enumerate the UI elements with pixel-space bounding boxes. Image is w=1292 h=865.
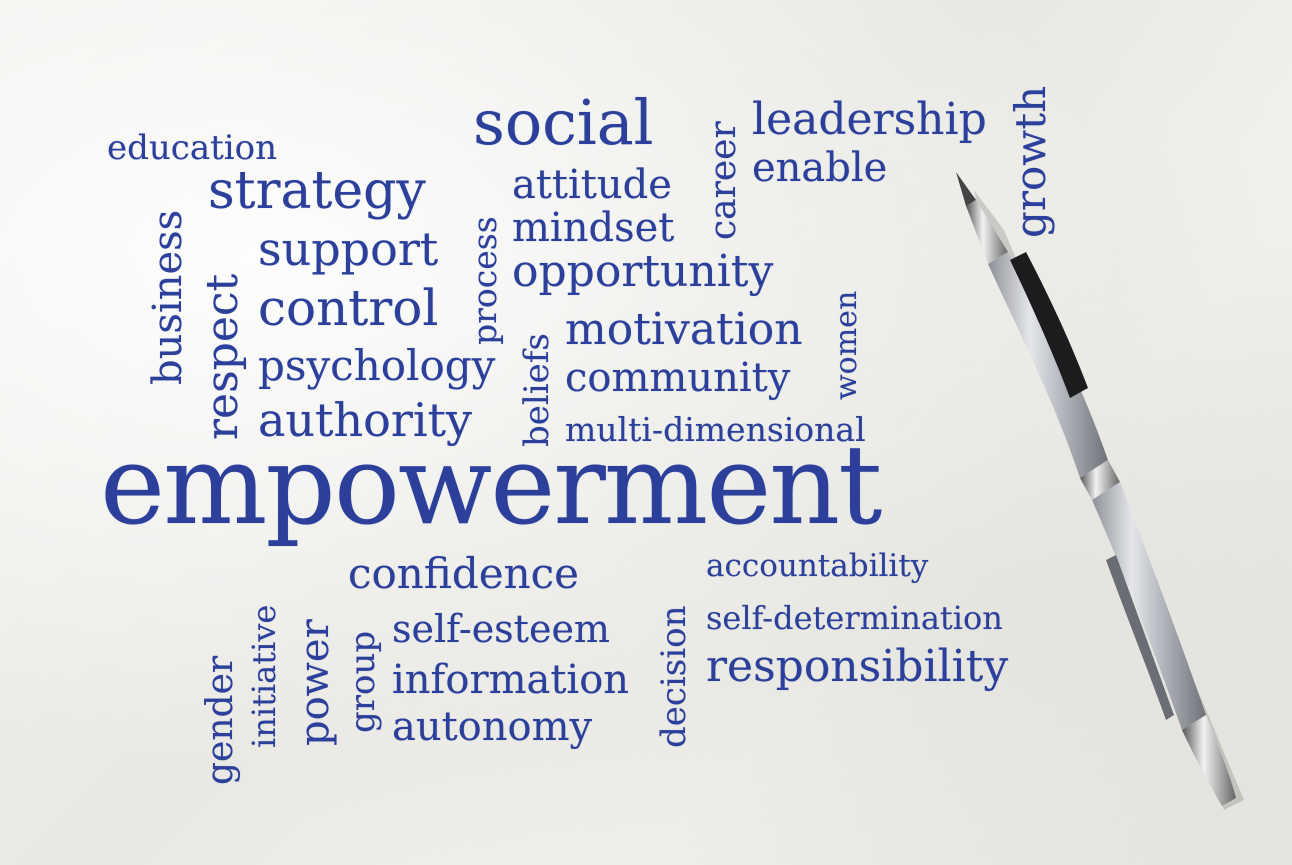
- word-confidence: confidence: [348, 549, 580, 598]
- word-multi-dimensional: multi-dimensional: [565, 410, 866, 449]
- word-education: education: [107, 128, 277, 168]
- pen-clip: [1106, 555, 1174, 720]
- word-opportunity: opportunity: [512, 246, 774, 297]
- word-women: women: [829, 290, 864, 400]
- word-self-determination: self-determination: [706, 599, 1003, 637]
- word-social: social: [473, 86, 654, 159]
- word-group: group: [343, 630, 383, 733]
- word-business: business: [145, 209, 191, 385]
- word-gender: gender: [200, 655, 241, 785]
- pen-cap-end: [1182, 715, 1236, 806]
- word-beliefs: beliefs: [517, 333, 557, 447]
- pen-barrel-lower: [988, 252, 1108, 478]
- word-leadership: leadership: [752, 94, 987, 145]
- word-career: career: [703, 121, 744, 240]
- word-decision: decision: [654, 605, 694, 749]
- word-self-esteem: self-esteem: [392, 607, 610, 651]
- pen-tip: [956, 172, 976, 206]
- pen-grip: [1010, 252, 1088, 398]
- word-strategy: strategy: [208, 161, 426, 221]
- word-autonomy: autonomy: [392, 704, 593, 750]
- word-community: community: [565, 355, 791, 401]
- word-psychology: psychology: [258, 341, 496, 390]
- word-accountability: accountability: [706, 548, 929, 584]
- pen-band: [1080, 460, 1120, 500]
- word-power: power: [292, 619, 338, 746]
- word-empowerment: empowerment: [100, 421, 882, 549]
- word-responsibility: responsibility: [706, 641, 1009, 692]
- word-process: process: [465, 216, 504, 345]
- pen-cone: [966, 200, 1008, 264]
- word-initiative: initiative: [245, 604, 283, 748]
- word-motivation: motivation: [565, 304, 803, 355]
- word-attitude: attitude: [512, 162, 672, 208]
- word-authority: authority: [258, 393, 473, 447]
- word-mindset: mindset: [512, 205, 675, 251]
- word-control: control: [258, 279, 439, 337]
- word-enable: enable: [752, 145, 888, 191]
- word-information: information: [392, 657, 630, 703]
- pen-image: [956, 172, 1244, 810]
- pen-barrel-upper: [1092, 482, 1206, 730]
- word-respect: respect: [197, 273, 248, 440]
- word-support: support: [258, 222, 439, 276]
